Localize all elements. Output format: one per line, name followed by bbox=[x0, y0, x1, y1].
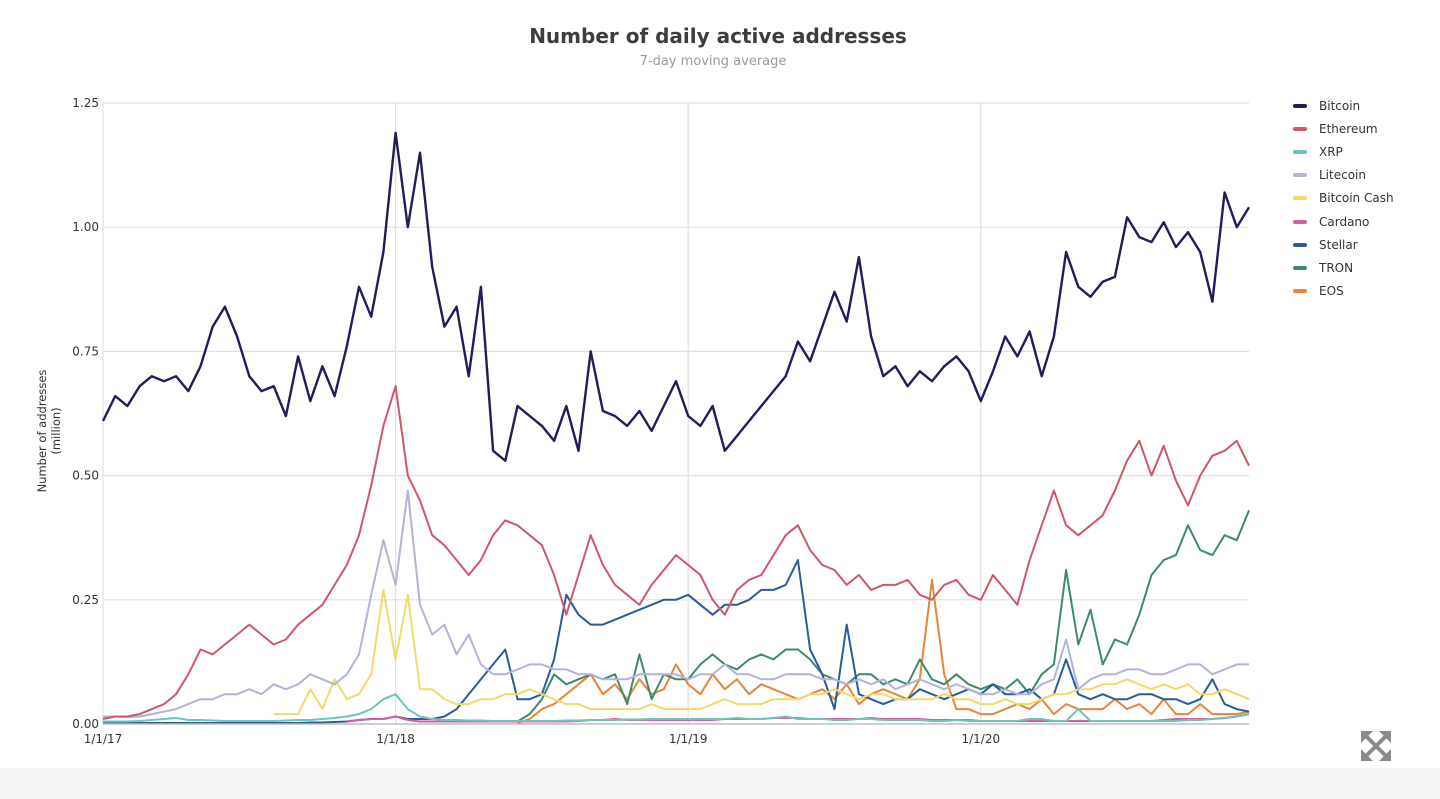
series-line-xrp bbox=[103, 693, 1250, 723]
legend-item[interactable]: XRP bbox=[1293, 140, 1394, 163]
legend-label: Litecoin bbox=[1319, 168, 1366, 183]
series-line-tron bbox=[516, 510, 1250, 723]
legend-label: Cardano bbox=[1319, 214, 1370, 229]
grid bbox=[102, 102, 1249, 724]
legend-swatch bbox=[1293, 126, 1307, 131]
legend-item[interactable]: TRON bbox=[1293, 256, 1394, 279]
legend-item[interactable]: Bitcoin bbox=[1293, 94, 1394, 117]
legend-label: Bitcoin bbox=[1319, 98, 1361, 113]
y-tick-label: 0.75 bbox=[72, 344, 99, 358]
series-line-eos bbox=[517, 578, 1250, 724]
x-tick-label: 1/1/20 bbox=[961, 732, 1000, 746]
legend-label: EOS bbox=[1319, 284, 1344, 299]
legend-swatch bbox=[1293, 265, 1307, 270]
legend-item[interactable]: Ethereum bbox=[1293, 117, 1394, 140]
chart-subtitle: 7-day moving average bbox=[639, 54, 787, 69]
legend: Bitcoin Ethereum XRP Litecoin Bitcoin Cash Ca… bbox=[1293, 94, 1394, 303]
legend-item[interactable]: Litecoin bbox=[1293, 164, 1394, 187]
x-tick-labels: 1/1/17 1/1/18 1/1/19 1/1/20 bbox=[84, 732, 1000, 746]
series-line-litecoin bbox=[103, 489, 1249, 718]
expand-arrows-icon[interactable] bbox=[1359, 729, 1393, 763]
x-tick-label: 1/1/18 bbox=[376, 732, 415, 746]
legend-swatch bbox=[1293, 219, 1307, 224]
x-tick-label: 1/1/17 bbox=[84, 732, 123, 746]
y-tick-label: 1.25 bbox=[72, 96, 99, 110]
series-lines bbox=[101, 131, 1251, 724]
y-axis-label: Number of addresses (million) bbox=[35, 369, 63, 493]
y-tick-label: 1.00 bbox=[72, 220, 99, 234]
y-tick-label: 0.50 bbox=[72, 469, 99, 483]
legend-swatch bbox=[1293, 103, 1307, 108]
legend-label: Stellar bbox=[1319, 237, 1358, 252]
legend-item[interactable]: Bitcoin Cash bbox=[1293, 187, 1394, 210]
legend-label: TRON bbox=[1319, 260, 1354, 275]
legend-item[interactable]: Stellar bbox=[1293, 233, 1394, 256]
legend-swatch bbox=[1293, 242, 1307, 247]
legend-swatch bbox=[1293, 196, 1307, 201]
legend-item[interactable]: Cardano bbox=[1293, 210, 1394, 233]
legend-swatch bbox=[1293, 149, 1307, 154]
y-tick-labels: 0.00 0.25 0.50 0.75 1.00 1.25 bbox=[72, 96, 99, 731]
legend-label: Bitcoin Cash bbox=[1319, 191, 1394, 206]
legend-label: Ethereum bbox=[1319, 121, 1378, 136]
y-tick-label: 0.25 bbox=[72, 593, 99, 607]
chart-title: Number of daily active addresses bbox=[529, 24, 907, 48]
legend-swatch bbox=[1293, 173, 1307, 178]
x-tick-label: 1/1/19 bbox=[669, 732, 708, 746]
legend-label: XRP bbox=[1319, 144, 1343, 159]
legend-item[interactable]: EOS bbox=[1293, 280, 1394, 303]
legend-swatch bbox=[1293, 289, 1307, 294]
series-line-ethereum bbox=[102, 385, 1250, 720]
y-tick-label: 0.00 bbox=[72, 717, 99, 731]
series-line-stellar bbox=[103, 559, 1250, 724]
series-line-bitcoin bbox=[101, 131, 1251, 462]
footer-band bbox=[0, 768, 1440, 799]
series-line-bitcoin-cash bbox=[273, 588, 1250, 716]
